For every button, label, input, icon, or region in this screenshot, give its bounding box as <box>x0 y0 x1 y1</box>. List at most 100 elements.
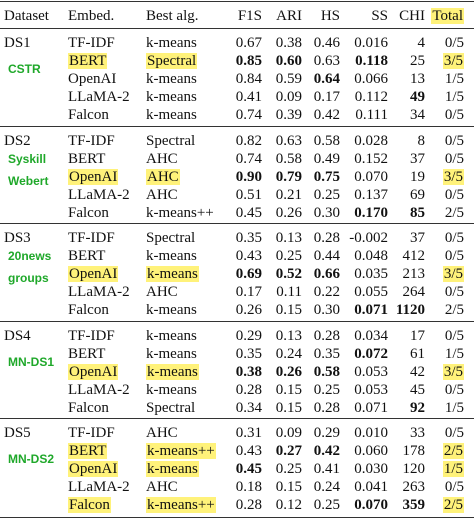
value-cell: 0.38 <box>236 363 262 381</box>
text-cell-text: k-means <box>146 302 197 318</box>
value-cell-text: 0.63 <box>275 132 302 149</box>
value-cell: 8 <box>418 132 426 150</box>
value-cell: 0/5 <box>445 186 464 204</box>
text-cell: Falcon <box>68 496 111 514</box>
dataset-label: MN-DS1 <box>8 354 55 369</box>
value-cell-text: 1/5 <box>444 399 464 416</box>
value-cell: 49 <box>410 88 425 106</box>
value-cell-text: 0.25 <box>313 381 340 398</box>
value-cell-text: 0.35 <box>313 345 340 362</box>
text-cell: OpenAI <box>68 460 119 478</box>
text-cell: BERT <box>68 150 105 168</box>
header-cell: Dataset <box>4 7 49 25</box>
value-cell: 0.152 <box>354 150 388 168</box>
value-cell-text: 0.17 <box>235 284 262 300</box>
text-cell-text: OpenAI <box>68 168 119 185</box>
value-cell: 0.016 <box>354 34 388 52</box>
header-cell: Total <box>431 7 464 25</box>
value-cell: 0.053 <box>354 381 388 399</box>
value-cell: 61 <box>410 345 425 363</box>
value-cell: 0.43 <box>236 442 262 460</box>
value-cell: 19 <box>410 168 425 186</box>
value-cell-text: 0.74 <box>235 150 262 167</box>
value-cell-text: 0.25 <box>313 497 340 513</box>
value-cell: 0.041 <box>354 478 388 496</box>
value-cell-text: 0.13 <box>275 327 302 344</box>
value-cell-text: 0.39 <box>275 107 302 123</box>
text-cell: k-means <box>146 327 197 345</box>
value-cell: 0.035 <box>354 265 388 283</box>
value-cell-text: 61 <box>410 345 425 362</box>
text-cell-text: k-means <box>146 345 197 362</box>
value-cell-text: 0.45 <box>235 204 262 221</box>
value-cell: 0.26 <box>276 204 302 222</box>
value-cell: 0.15 <box>276 478 302 496</box>
text-cell: Falcon <box>68 399 109 417</box>
text-cell-text: LLaMA-2 <box>68 186 130 203</box>
value-cell: 0.028 <box>354 132 388 150</box>
rule <box>0 321 474 322</box>
value-cell-text: 0.137 <box>354 186 388 203</box>
value-cell: 0.072 <box>354 345 388 363</box>
value-cell: 0.066 <box>354 70 388 88</box>
header-cell-text: F1S <box>237 8 262 24</box>
text-cell-text: k-means <box>146 327 197 344</box>
value-cell-text: 0.11 <box>276 284 302 300</box>
text-cell: OpenAI <box>68 265 119 283</box>
value-cell-text: 0.25 <box>275 461 302 477</box>
value-cell-text: 0.29 <box>313 425 340 441</box>
value-cell-text: 178 <box>402 443 426 459</box>
text-cell-text: Falcon <box>68 107 109 123</box>
value-cell: 0.17 <box>314 88 340 106</box>
value-cell-text: 3/5 <box>442 363 464 380</box>
value-cell-text: 0.26 <box>235 302 262 318</box>
value-cell: 0.59 <box>276 70 302 88</box>
value-cell: 0.070 <box>354 168 388 186</box>
value-cell-text: 0.28 <box>313 327 340 344</box>
text-cell-text: LLaMA-2 <box>68 89 130 105</box>
value-cell-text: 0.028 <box>354 132 388 149</box>
header-cell: ARI <box>276 7 302 25</box>
text-cell: Spectral <box>146 132 195 150</box>
value-cell: 1/5 <box>442 460 464 478</box>
text-cell-text: TF-IDF <box>68 132 115 149</box>
value-cell: 0.25 <box>314 496 340 514</box>
value-cell-text: 0/5 <box>444 327 464 344</box>
value-cell-text: 0/5 <box>444 107 464 123</box>
rule <box>0 1 474 2</box>
text-cell-text: BERT <box>68 443 108 459</box>
text-cell: k-means <box>146 70 197 88</box>
value-cell-text: 0.49 <box>313 150 340 167</box>
text-cell-text: OpenAI <box>68 266 119 282</box>
text-cell: k-means <box>146 381 197 399</box>
value-cell-text: 3/5 <box>442 53 464 69</box>
value-cell-text: 0.25 <box>275 248 302 264</box>
value-cell-text: 0.45 <box>235 461 262 477</box>
value-cell-text: 1/5 <box>442 461 464 477</box>
value-cell-text: 0.28 <box>235 381 262 398</box>
text-cell: k-means++ <box>146 204 214 222</box>
text-cell: k-means <box>146 265 199 283</box>
value-cell: 0.26 <box>236 301 262 319</box>
text-cell: k-means <box>146 88 197 106</box>
value-cell: 0.112 <box>355 88 388 106</box>
value-cell: 120 <box>403 460 426 478</box>
value-cell-text: 17 <box>410 327 425 344</box>
value-cell-text: 213 <box>402 266 426 282</box>
text-cell: TF-IDF <box>68 229 115 247</box>
value-cell: 4 <box>418 34 426 52</box>
value-cell: 0.15 <box>276 301 302 319</box>
value-cell: 0.67 <box>236 34 262 52</box>
value-cell: 3/5 <box>442 265 464 283</box>
text-cell: AHC <box>146 424 178 442</box>
dataset-label: 20news <box>8 249 52 263</box>
text-cell-text: AHC <box>146 479 178 495</box>
text-cell: AHC <box>146 150 178 168</box>
value-cell-text: 0.111 <box>355 107 388 123</box>
text-cell: AHC <box>146 186 178 204</box>
rule <box>0 517 474 518</box>
value-cell: 0.74 <box>236 150 262 168</box>
text-cell: LLaMA-2 <box>68 88 130 106</box>
value-cell: 0.42 <box>314 106 340 124</box>
value-cell: 0.90 <box>236 168 262 186</box>
